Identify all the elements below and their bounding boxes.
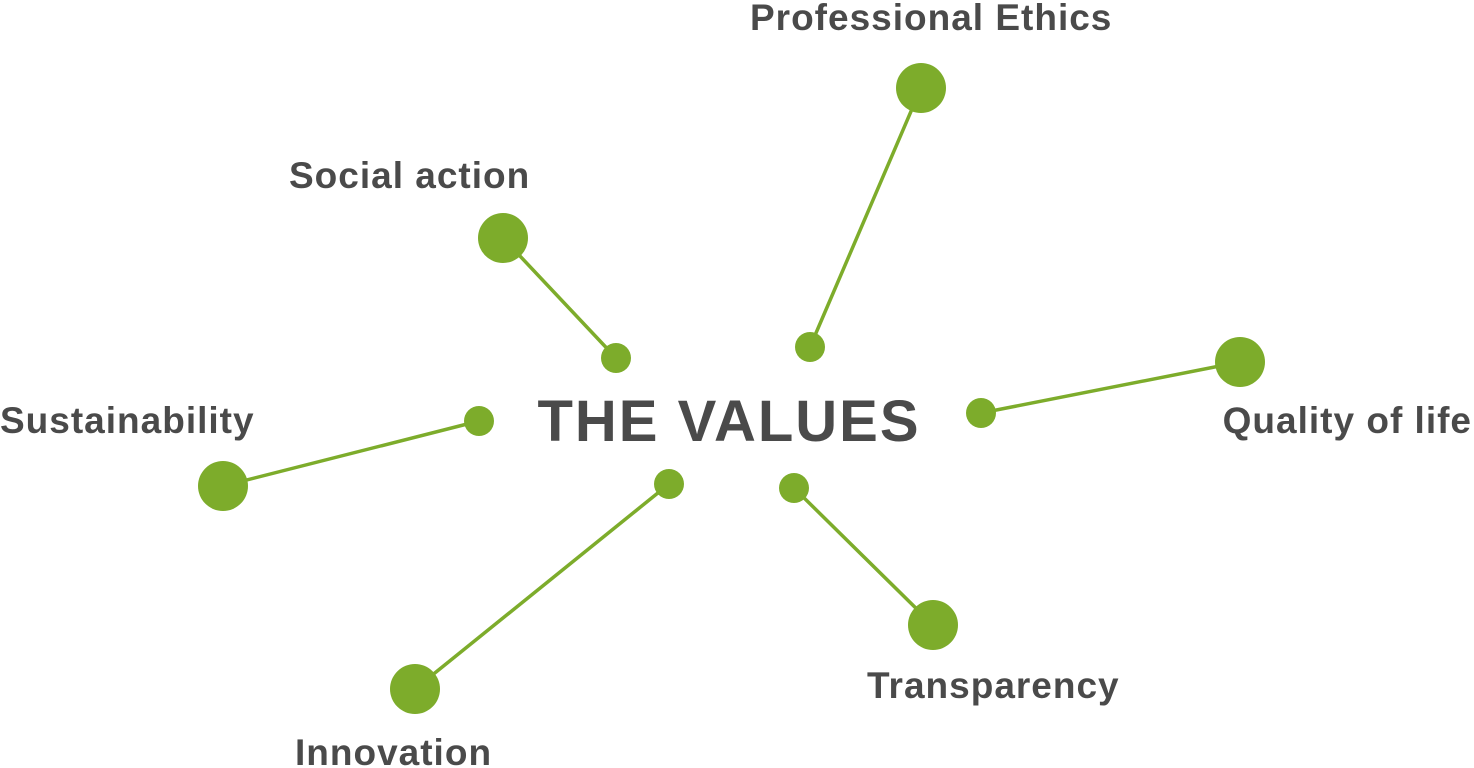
- branch-innovation: Innovation: [295, 469, 684, 768]
- label-quality-of-life: Quality of life: [1223, 400, 1472, 441]
- outer-dot-social-action: [478, 213, 528, 263]
- inner-dot-sustainability: [464, 406, 494, 436]
- branch-quality-of-life: Quality of life: [966, 337, 1472, 441]
- label-sustainability: Sustainability: [0, 400, 255, 441]
- inner-dot-social-action: [601, 343, 631, 373]
- outer-dot-transparency: [908, 600, 958, 650]
- center-title: THE VALUES: [537, 389, 920, 454]
- inner-dot-innovation: [654, 469, 684, 499]
- outer-dot-innovation: [390, 664, 440, 714]
- connector-innovation: [413, 482, 671, 691]
- branch-professional-ethics: Professional Ethics: [750, 0, 1112, 362]
- connector-sustainability: [221, 419, 481, 488]
- connector-quality-of-life: [979, 360, 1242, 415]
- outer-dot-sustainability: [198, 461, 248, 511]
- outer-dot-quality-of-life: [1215, 337, 1265, 387]
- label-professional-ethics: Professional Ethics: [750, 0, 1112, 38]
- connector-professional-ethics: [808, 86, 923, 349]
- label-social-action: Social action: [289, 155, 530, 196]
- label-transparency: Transparency: [867, 665, 1120, 706]
- inner-dot-quality-of-life: [966, 398, 996, 428]
- inner-dot-professional-ethics: [795, 332, 825, 362]
- branch-sustainability: Sustainability: [0, 400, 494, 511]
- branch-transparency: Transparency: [779, 473, 1120, 706]
- label-innovation: Innovation: [295, 732, 492, 768]
- outer-dot-professional-ethics: [896, 63, 946, 113]
- branch-social-action: Social action: [289, 155, 631, 373]
- connector-social-action: [501, 236, 618, 360]
- connector-transparency: [792, 486, 935, 627]
- inner-dot-transparency: [779, 473, 809, 503]
